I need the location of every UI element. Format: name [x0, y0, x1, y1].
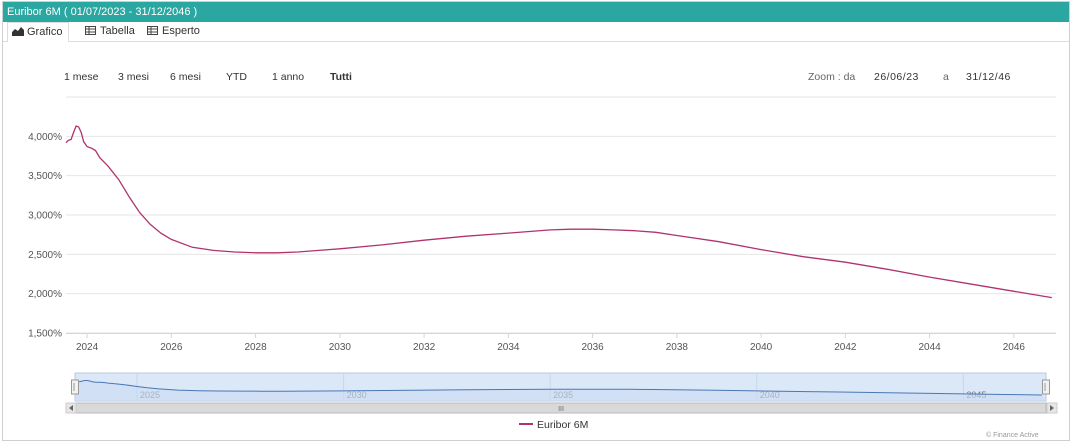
x-tick-label: 2024	[76, 342, 99, 353]
x-tick-label: 2036	[581, 342, 604, 353]
arrow-left-icon	[69, 405, 73, 411]
x-tick-label: 2040	[750, 342, 773, 353]
navigator-handle-right[interactable]	[1042, 379, 1050, 395]
arrow-right-icon	[1050, 405, 1054, 411]
tab-tabella[interactable]: Tabella	[81, 22, 141, 41]
x-tick-label: 2032	[413, 342, 436, 353]
table-icon	[147, 23, 159, 35]
range-button-1-mese[interactable]: 1 mese	[64, 71, 99, 83]
area-chart-icon	[12, 24, 24, 36]
navigator-handle-left[interactable]	[71, 379, 79, 395]
x-tick-label: 2038	[666, 342, 689, 353]
legend-item[interactable]: Euribor 6M	[519, 419, 588, 431]
credit-text: © Finance Active	[986, 432, 1039, 439]
y-tick-label: 3,000%	[28, 211, 62, 222]
x-tick-label: 2030	[329, 342, 352, 353]
zoom-from-label: Zoom : da	[808, 71, 856, 83]
tab-grafico[interactable]: Grafico	[7, 22, 69, 42]
legend-label: Euribor 6M	[537, 419, 589, 431]
table-icon	[85, 23, 97, 35]
x-tick-label: 2028	[244, 342, 267, 353]
tab-esperto[interactable]: Esperto	[143, 22, 203, 41]
y-tick-label: 3,500%	[28, 171, 62, 182]
zoom-to-label: a	[943, 71, 949, 83]
series-line-euribor-6m	[65, 125, 1052, 299]
y-tick-label: 4,000%	[28, 132, 62, 143]
range-button-ytd[interactable]: YTD	[226, 71, 247, 83]
view-tabs: Grafico Tabella Esperto	[3, 22, 1069, 42]
y-tick-label: 1,500%	[28, 329, 62, 340]
y-tick-label: 2,000%	[28, 289, 62, 300]
zoom-from-input[interactable]: 26/06/23	[874, 71, 919, 83]
legend-swatch	[519, 423, 533, 425]
y-tick-label: 2,500%	[28, 250, 62, 261]
window-title-bar: Euribor 6M ( 01/07/2023 - 31/12/2046 )	[3, 2, 1069, 22]
range-button-1-anno[interactable]: 1 anno	[272, 71, 305, 83]
x-tick-label: 2042	[834, 342, 857, 353]
navigator-series-area	[75, 380, 1046, 401]
x-tick-label: 2046	[1003, 342, 1026, 353]
tab-grafico-label: Grafico	[27, 26, 63, 38]
navigator-series-line	[74, 380, 1042, 396]
x-tick-label: 2044	[918, 342, 941, 353]
range-button-tutti[interactable]: Tutti	[330, 71, 352, 83]
scrollbar-grip: III	[558, 406, 564, 413]
zoom-to-input[interactable]: 31/12/46	[966, 71, 1011, 83]
x-tick-label: 2034	[497, 342, 520, 353]
window-title: Euribor 6M ( 01/07/2023 - 31/12/2046 )	[7, 6, 198, 18]
range-button-6-mesi[interactable]: 6 mesi	[170, 71, 201, 83]
tab-esperto-label: Esperto	[162, 25, 200, 37]
x-tick-label: 2026	[160, 342, 183, 353]
range-button-3-mesi[interactable]: 3 mesi	[118, 71, 149, 83]
tab-tabella-label: Tabella	[100, 25, 135, 37]
